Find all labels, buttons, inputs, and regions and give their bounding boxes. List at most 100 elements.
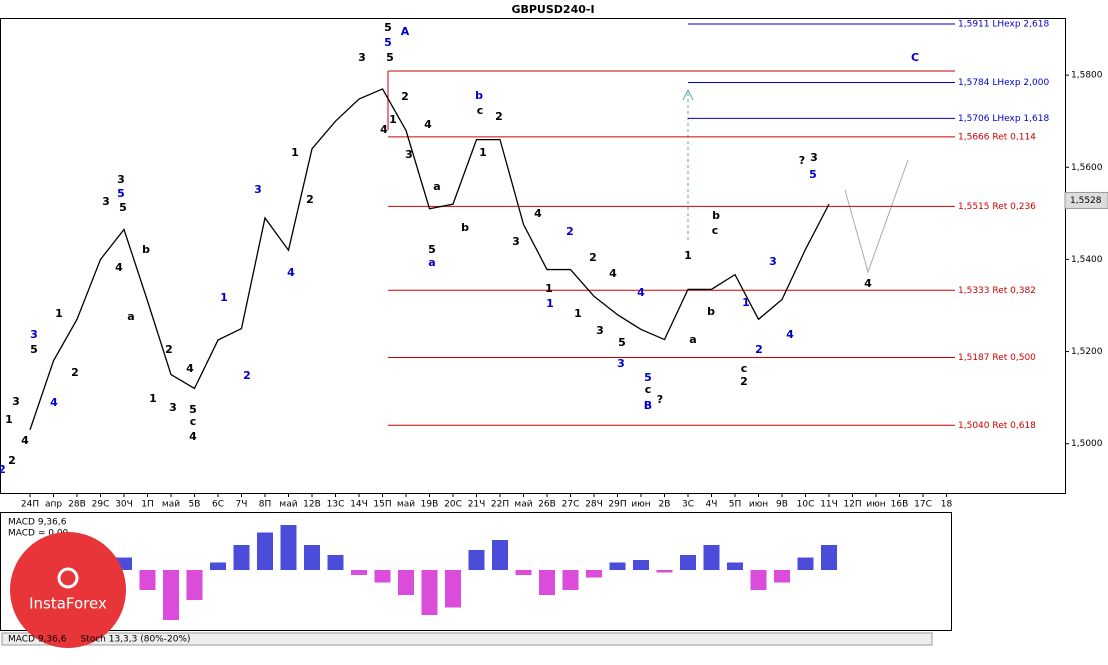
macd-bar bbox=[374, 570, 391, 583]
macd-bar bbox=[750, 570, 767, 590]
wave-label: c bbox=[190, 415, 197, 428]
wave-label: 1 bbox=[479, 146, 487, 159]
wave-label: 5 bbox=[809, 168, 817, 181]
wave-label: 4 bbox=[189, 430, 197, 443]
logo-badge bbox=[10, 532, 126, 648]
x-tick-label: 29С bbox=[92, 500, 110, 510]
macd-bar bbox=[398, 570, 414, 595]
wave-label: a bbox=[428, 256, 435, 269]
x-tick-label: 2В bbox=[659, 500, 671, 510]
fib-label: 1,5515 Ret 0,236 bbox=[958, 202, 1036, 212]
x-tick-label: 3С bbox=[682, 500, 694, 510]
x-tick-label: 17С bbox=[914, 500, 932, 510]
x-tick-label: 14Ч bbox=[350, 500, 368, 510]
wave-label: 2 bbox=[243, 369, 251, 382]
fib-label: 1,5333 Ret 0,382 bbox=[958, 286, 1036, 296]
wave-label: ? bbox=[799, 154, 805, 167]
macd-bar bbox=[139, 570, 156, 590]
wave-label: 3 bbox=[512, 235, 520, 248]
x-tick-label: 29П bbox=[608, 500, 626, 510]
wave-label: 3 bbox=[810, 151, 818, 164]
chart-title: GBPUSD240-I bbox=[511, 3, 594, 16]
arrow-head bbox=[682, 88, 694, 101]
wave-label: 3 bbox=[169, 401, 177, 414]
macd-bar bbox=[327, 555, 344, 570]
x-tick-label: 27С bbox=[562, 500, 580, 510]
wave-label: 5 bbox=[428, 243, 436, 256]
macd-bar bbox=[351, 570, 367, 575]
wave-label: 5 bbox=[386, 51, 394, 64]
wave-label: 1 bbox=[742, 296, 750, 309]
wave-label: 5 bbox=[189, 403, 197, 416]
wave-label: A bbox=[401, 25, 410, 38]
wave-label: 3 bbox=[358, 51, 366, 64]
y-tick-label: 1,5600 bbox=[1071, 163, 1103, 173]
wave-label: 2 bbox=[306, 193, 314, 206]
x-tick-label: 16В bbox=[891, 500, 909, 510]
wave-label: 2 bbox=[71, 366, 79, 379]
x-tick-label: 24П bbox=[21, 500, 39, 510]
wave-label: b bbox=[707, 305, 715, 318]
macd-bar bbox=[797, 557, 814, 570]
wave-label: 3 bbox=[117, 173, 125, 186]
wave-label: b bbox=[142, 243, 150, 256]
wave-label: c bbox=[741, 362, 748, 375]
wave-label: 4 bbox=[786, 328, 794, 341]
wave-label: 3 bbox=[596, 324, 604, 337]
wave-label: 2 bbox=[8, 454, 16, 467]
x-tick-label: июн bbox=[749, 500, 768, 510]
plot-frame bbox=[0, 18, 1066, 494]
wave-label: 3 bbox=[102, 195, 110, 208]
wave-label: 5 bbox=[30, 343, 38, 356]
macd-bar bbox=[680, 555, 696, 570]
wave-label: b bbox=[475, 89, 483, 102]
fib-label: 1,5187 Ret 0,500 bbox=[958, 353, 1036, 363]
wave-label: c bbox=[712, 224, 719, 237]
macd-bar bbox=[186, 570, 203, 600]
x-tick-label: 4Ч bbox=[706, 500, 718, 510]
y-tick-label: 1,5000 bbox=[1071, 439, 1103, 449]
x-tick-label: апр bbox=[45, 500, 62, 510]
x-tick-label: 5В bbox=[189, 500, 201, 510]
price-tag bbox=[1064, 191, 1108, 209]
x-tick-label: 26В bbox=[538, 500, 556, 510]
x-tick-label: 5П bbox=[729, 500, 742, 510]
wave-label: a bbox=[127, 310, 134, 323]
wave-label: 4 bbox=[50, 396, 58, 409]
x-tick-label: 20С bbox=[444, 500, 462, 510]
wave-label: 4 bbox=[534, 207, 542, 220]
wave-label: 1 bbox=[545, 282, 553, 295]
macd-bar bbox=[562, 570, 579, 590]
x-tick-label: май bbox=[279, 500, 297, 510]
x-tick-label: май bbox=[514, 500, 532, 510]
macd-bar bbox=[539, 570, 555, 595]
x-tick-label: май bbox=[397, 500, 415, 510]
macd-label: MACD 9,36,6 bbox=[8, 518, 67, 528]
wave-label: 4 bbox=[380, 123, 388, 136]
tab: MACD 9,36,6 bbox=[8, 635, 67, 645]
macd-bar bbox=[210, 562, 226, 570]
macd-bar bbox=[492, 540, 508, 570]
macd-bar bbox=[586, 570, 602, 578]
wave-label: 1 bbox=[291, 146, 299, 159]
macd-bar bbox=[515, 570, 532, 575]
fib-label: 1,5666 Ret 0,114 bbox=[958, 132, 1036, 142]
macd-bar bbox=[656, 570, 673, 573]
wave-label: 3 bbox=[30, 328, 38, 341]
x-tick-label: 18 bbox=[941, 500, 953, 510]
logo: InstaForex bbox=[10, 532, 126, 648]
wave-label: 3 bbox=[617, 357, 625, 370]
x-tick-label: июн bbox=[631, 500, 650, 510]
wave-label: 2 bbox=[755, 343, 763, 356]
wave-label: 5 bbox=[644, 371, 652, 384]
x-tick-label: 9В bbox=[776, 500, 788, 510]
macd-bar bbox=[633, 560, 649, 570]
wave-label: 2 bbox=[0, 463, 6, 476]
wave-label: 4 bbox=[864, 277, 872, 290]
x-tick-label: 10С bbox=[797, 500, 815, 510]
y-tick-label: 1,5200 bbox=[1071, 347, 1103, 357]
wave-label: b bbox=[461, 221, 469, 234]
x-tick-label: 21Ч bbox=[468, 500, 486, 510]
